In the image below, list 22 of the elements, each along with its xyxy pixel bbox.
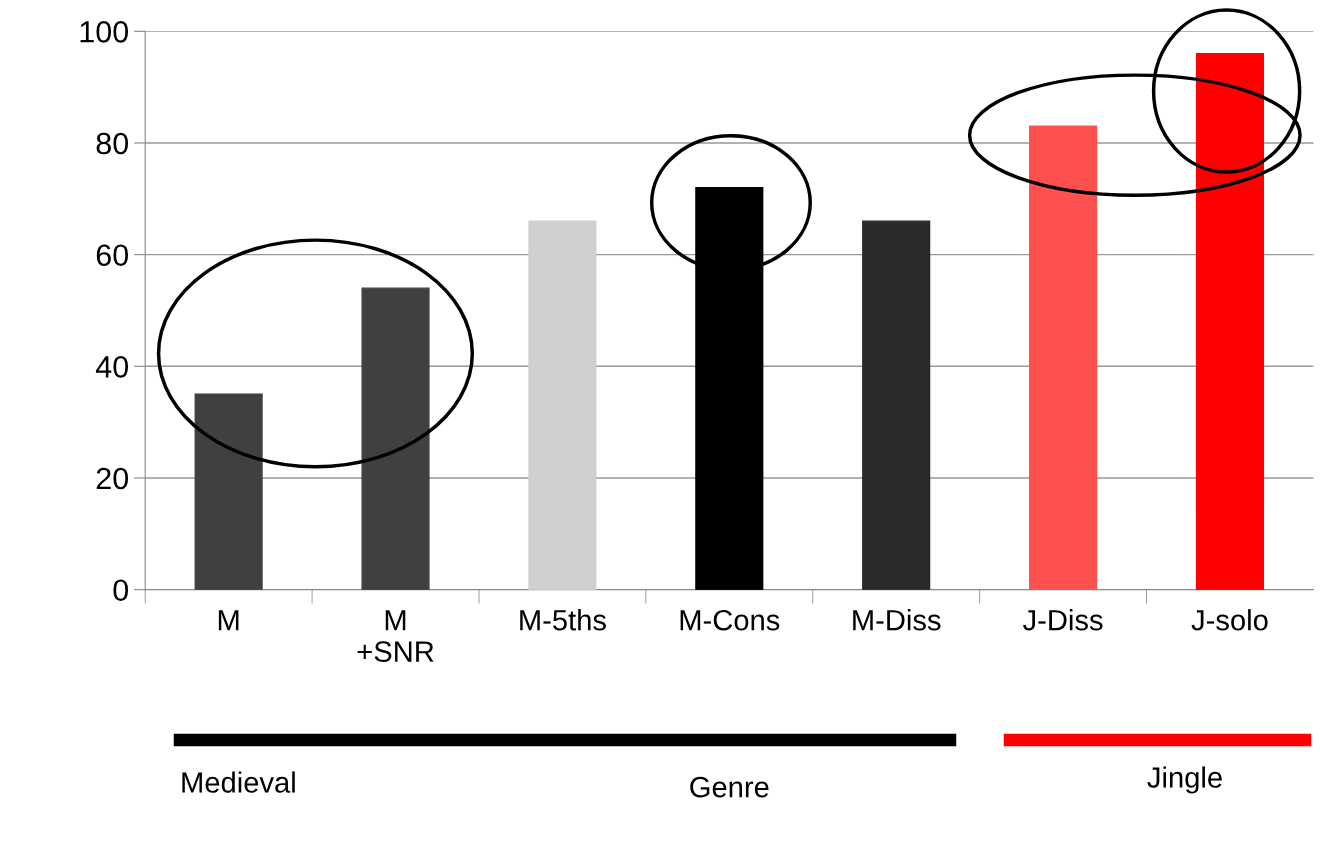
y-tick-label: 100 bbox=[80, 21, 129, 43]
bar bbox=[862, 220, 931, 590]
x-tick-label: J-Diss bbox=[1023, 609, 1103, 631]
x-tick-label: M-Diss bbox=[853, 609, 941, 631]
bar bbox=[528, 220, 597, 590]
x-tick-label: J-solo bbox=[1191, 609, 1268, 631]
x-tick-label: M-5ths bbox=[520, 609, 606, 631]
y-tick-label: 0 bbox=[113, 579, 129, 602]
x-tick-label: M-Cons bbox=[680, 609, 780, 631]
y-tick-label: 40 bbox=[95, 356, 129, 378]
text: Medieval bbox=[182, 771, 295, 793]
bar bbox=[194, 393, 263, 590]
y-tick-label: 60 bbox=[96, 244, 129, 267]
bar bbox=[1195, 52, 1265, 590]
bar bbox=[361, 287, 430, 590]
x-tick-label: M +SNR bbox=[357, 610, 434, 662]
y-tick-label: 80 bbox=[96, 132, 129, 155]
x-tick-label: M bbox=[218, 610, 239, 631]
y-tick-label: 20 bbox=[96, 467, 129, 490]
bar bbox=[1028, 125, 1098, 590]
x-axis-title: Genre bbox=[690, 776, 769, 798]
text: Jingle bbox=[1147, 766, 1222, 794]
